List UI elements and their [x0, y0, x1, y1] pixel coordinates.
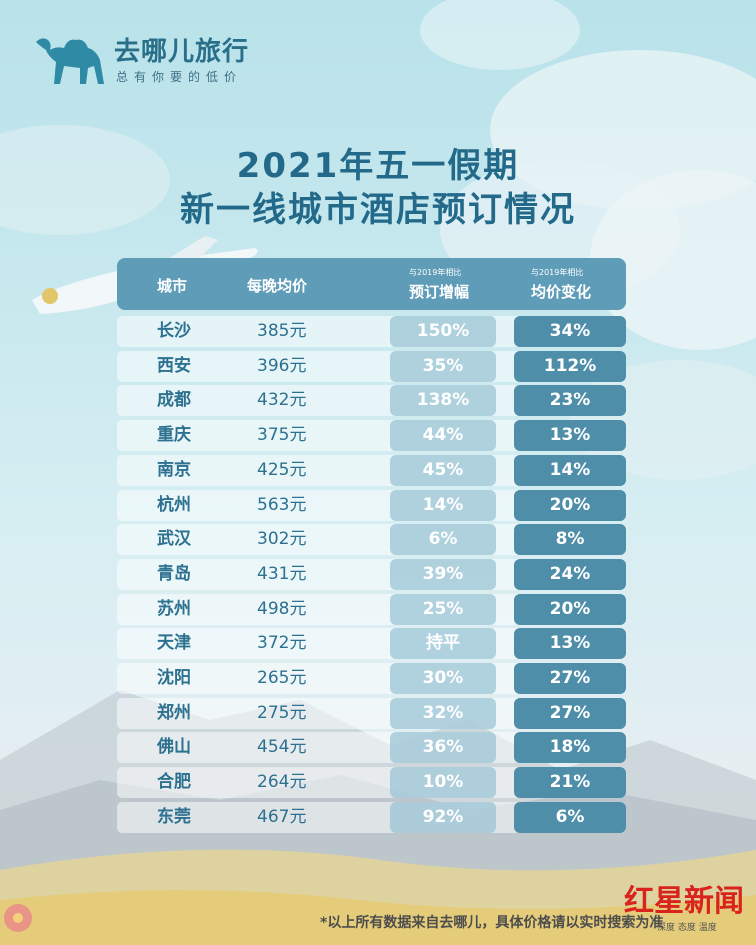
row-price: 372元 — [257, 633, 307, 654]
table-row: 郑州 275元 32% 27% — [117, 697, 626, 729]
row-avg: 6% — [514, 801, 626, 833]
header-booking: 预订增幅 — [409, 283, 470, 301]
page-title-line1: 2021年五一假期 — [236, 146, 520, 186]
row-price: 385元 — [257, 321, 307, 341]
row-booking: 32% — [390, 697, 496, 729]
table-row: 青岛 431元 39% 24% — [117, 558, 626, 590]
table-row: 合肥 264元 10% 21% — [117, 767, 626, 799]
header-city: 城市 — [157, 277, 188, 295]
logo-name: 去哪儿旅行 — [114, 37, 250, 67]
row-price: 467元 — [257, 806, 307, 827]
row-avg: 20% — [514, 593, 626, 625]
row-booking: 44% — [390, 420, 496, 452]
watermark-sub: 深度 态度 温度 — [657, 923, 717, 933]
row-avg: 13% — [514, 420, 626, 452]
row-city: 合肥 — [157, 772, 191, 793]
row-price: 396元 — [257, 355, 307, 376]
table-row: 天津 372元 持平 13% — [117, 628, 626, 660]
row-price: 563元 — [257, 494, 307, 515]
table-header: 城市 每晚均价 与2019年相比 预订增幅 与2019年相比 均价变化 — [117, 258, 626, 310]
table-row: 成都 432元 138% 23% — [117, 385, 626, 417]
row-avg: 14% — [514, 454, 626, 486]
row-avg: 8% — [514, 524, 626, 556]
row-booking: 持平 — [390, 628, 496, 660]
row-booking: 45% — [390, 454, 496, 486]
row-booking: 36% — [390, 732, 496, 764]
row-city: 长沙 — [157, 321, 191, 341]
row-booking: 30% — [390, 663, 496, 694]
row-price: 265元 — [257, 668, 307, 688]
row-avg: 27% — [514, 697, 626, 729]
row-city: 重庆 — [157, 425, 191, 446]
row-avg: 112% — [514, 350, 626, 382]
row-avg: 24% — [514, 558, 626, 590]
header-price: 每晚均价 — [247, 277, 308, 295]
row-city: 杭州 — [157, 494, 191, 515]
row-avg: 13% — [514, 628, 626, 660]
table-row: 南京 425元 45% 14% — [117, 454, 626, 486]
logo: 去哪儿旅行 总有你要的低价 — [34, 32, 248, 88]
row-city: 苏州 — [157, 598, 191, 619]
row-avg: 23% — [514, 385, 626, 417]
row-price: 275元 — [257, 702, 307, 723]
row-price: 454元 — [257, 737, 307, 758]
row-booking: 6% — [390, 524, 496, 556]
row-city: 成都 — [157, 390, 191, 411]
logo-slogan: 总有你要的低价 — [116, 70, 243, 84]
row-city: 武汉 — [157, 529, 191, 550]
row-city: 佛山 — [157, 737, 191, 758]
row-booking: 25% — [390, 593, 496, 625]
row-booking: 14% — [390, 489, 496, 521]
row-avg: 20% — [514, 489, 626, 521]
row-city: 沈阳 — [157, 668, 191, 688]
row-city: 南京 — [157, 459, 191, 480]
watermark-brand: 红星新闻 — [624, 884, 744, 919]
table-row: 苏州 498元 25% 20% — [117, 593, 626, 625]
row-price: 425元 — [257, 459, 307, 480]
table-row: 西安 396元 35% 112% — [117, 350, 626, 382]
row-booking: 150% — [390, 316, 496, 347]
row-booking: 92% — [390, 801, 496, 833]
row-city: 西安 — [157, 355, 191, 376]
row-price: 375元 — [257, 425, 307, 446]
row-avg: 34% — [514, 316, 626, 347]
header-avg-note: 与2019年相比 — [531, 268, 584, 277]
page-title-line2: 新一线城市酒店预订情况 — [180, 190, 576, 230]
row-city: 青岛 — [157, 563, 191, 584]
row-booking: 10% — [390, 767, 496, 799]
row-city: 郑州 — [157, 702, 191, 723]
table-row: 沈阳 265元 30% 27% — [117, 663, 626, 694]
table-row: 东莞 467元 92% 6% — [117, 801, 626, 833]
row-avg: 27% — [514, 663, 626, 694]
row-price: 264元 — [257, 772, 307, 793]
row-price: 431元 — [257, 563, 307, 584]
row-booking: 35% — [390, 350, 496, 382]
table-row: 长沙 385元 150% 34% — [117, 316, 626, 347]
footer-note: *以上所有数据来自去哪儿，具体价格请以实时搜索为准 — [320, 915, 664, 931]
row-city: 东莞 — [157, 806, 191, 827]
camel-icon — [36, 38, 104, 84]
row-avg: 18% — [514, 732, 626, 764]
grass-icon — [0, 849, 756, 945]
flower-icon — [4, 904, 32, 932]
header-avg: 均价变化 — [531, 283, 592, 301]
header-booking-note: 与2019年相比 — [409, 268, 462, 277]
table-row: 杭州 563元 14% 20% — [117, 489, 626, 521]
row-price: 432元 — [257, 390, 307, 411]
table-row: 重庆 375元 44% 13% — [117, 420, 626, 452]
row-city: 天津 — [157, 633, 191, 654]
table-row: 武汉 302元 6% 8% — [117, 524, 626, 556]
row-price: 302元 — [257, 529, 307, 550]
row-avg: 21% — [514, 767, 626, 799]
row-price: 498元 — [257, 598, 307, 619]
row-booking: 138% — [390, 385, 496, 417]
row-booking: 39% — [390, 558, 496, 590]
table-row: 佛山 454元 36% 18% — [117, 732, 626, 764]
